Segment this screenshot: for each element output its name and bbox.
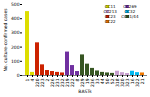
- svg-text:4: 4: [29, 78, 35, 82]
- svg-text:0: 0: [17, 73, 20, 78]
- svg-text:320: 320: [119, 78, 125, 88]
- svg-text:231: 231: [54, 78, 60, 88]
- svg-text:CC22: CC22: [105, 19, 116, 24]
- svg-text:BASTs: BASTs: [78, 89, 92, 94]
- svg-text:229: 229: [79, 78, 85, 88]
- svg-text:300: 300: [11, 30, 20, 35]
- svg-text:322: 322: [134, 78, 140, 88]
- svg-text:8: 8: [74, 78, 80, 82]
- svg-text:226: 226: [49, 78, 55, 88]
- svg-text:44: 44: [99, 78, 105, 85]
- svg-text:CC41/44: CC41/44: [121, 14, 139, 19]
- svg-text:1: 1: [24, 78, 30, 82]
- svg-text:CC213: CC213: [103, 8, 117, 14]
- svg-text:19: 19: [84, 78, 90, 85]
- svg-text:21: 21: [140, 78, 145, 84]
- svg-text:100: 100: [11, 59, 20, 64]
- svg-text:500: 500: [11, 2, 20, 7]
- svg-text:2: 2: [44, 78, 50, 82]
- svg-text:318: 318: [114, 78, 120, 88]
- svg-text:219: 219: [64, 78, 70, 88]
- svg-text:50: 50: [104, 78, 110, 85]
- svg-text:CC11: CC11: [104, 3, 116, 9]
- svg-text:400: 400: [11, 16, 20, 21]
- svg-text:222: 222: [69, 78, 75, 88]
- svg-text:223: 223: [39, 78, 45, 88]
- svg-text:220: 220: [34, 78, 40, 88]
- svg-text:236: 236: [89, 78, 95, 88]
- svg-text:CC32: CC32: [124, 8, 136, 14]
- svg-text:16: 16: [129, 78, 135, 85]
- svg-text:323: 323: [124, 78, 130, 88]
- svg-text:200: 200: [11, 45, 20, 50]
- svg-text:232: 232: [59, 78, 65, 88]
- svg-text:No. culture-confirmed cases: No. culture-confirmed cases: [3, 8, 8, 72]
- svg-text:CC269: CC269: [123, 3, 137, 9]
- svg-text:52: 52: [109, 78, 115, 85]
- svg-text:CC23: CC23: [104, 13, 116, 19]
- svg-text:33: 33: [94, 78, 100, 85]
